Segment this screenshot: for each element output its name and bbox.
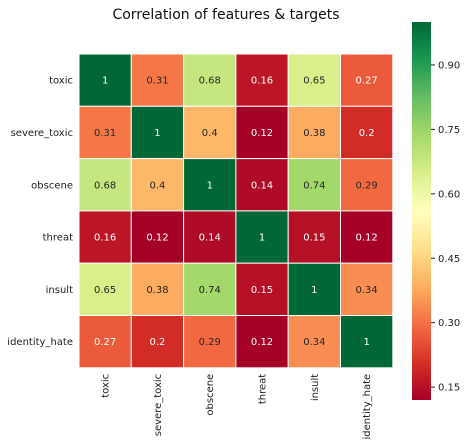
cell-obscene-threat: [235, 158, 289, 212]
cell-value-insult-toxic: 0.65: [94, 285, 116, 296]
cell-threat-severe_toxic: [130, 210, 185, 264]
row-label-threat: threat: [43, 233, 73, 244]
cell-threat-insult: [287, 210, 342, 264]
column-labels: toxic severe_toxic obscene threat insult iden…: [101, 374, 373, 440]
cell-toxic-toxic: [78, 53, 132, 107]
cell-value-insult-threat: 0.15: [251, 285, 273, 296]
cell-value-toxic-severe_toxic: 0.31: [146, 76, 168, 87]
cell-severe_toxic-threat: [235, 105, 289, 160]
cell-value-obscene-severe_toxic: 0.4: [149, 180, 165, 191]
cell-value-toxic-obscene: 0.68: [199, 76, 221, 87]
cell-obscene-insult: [287, 158, 342, 212]
cell-threat-threat: [235, 210, 289, 264]
colorbar-tick-label-2: 0.45: [438, 254, 460, 265]
cell-insult-insult: [287, 262, 342, 317]
row-label-identity_hate: identity_hate: [7, 337, 73, 348]
cell-toxic-obscene: [183, 53, 237, 107]
cell-value-identity_hate-toxic: 0.27: [94, 337, 116, 348]
cell-value-severe_toxic-obscene: 0.4: [202, 128, 218, 139]
cell-value-obscene-insult: 0.74: [303, 180, 325, 191]
cell-toxic-severe_toxic: [130, 53, 185, 107]
cell-value-obscene-threat: 0.14: [251, 180, 273, 191]
row-label-toxic: toxic: [49, 76, 73, 87]
cell-insult-toxic: [78, 262, 132, 317]
cell-threat-identity_hate: [340, 210, 394, 264]
cell-identity_hate-toxic: [78, 315, 132, 369]
cell-value-threat-identity_hate: 0.12: [356, 233, 378, 244]
heatmap-cells: 1 0.31 0.68 0.16 0.65 0.27 0.31 1 0.4 0.12 0.38 0.2…: [78, 53, 394, 369]
cell-threat-toxic: [78, 210, 132, 264]
cell-insult-obscene: [183, 262, 237, 317]
cell-value-insult-insult: 1: [311, 285, 317, 296]
column-label-toxic: toxic: [101, 374, 112, 398]
cell-value-toxic-insult: 0.65: [303, 76, 325, 87]
column-label-identity_hate: identity_hate: [362, 374, 373, 440]
cell-insult-identity_hate: [340, 262, 394, 317]
cell-value-insult-severe_toxic: 0.38: [146, 285, 168, 296]
column-label-threat: threat: [258, 374, 269, 404]
cell-severe_toxic-identity_hate: [340, 105, 394, 160]
cell-value-insult-obscene: 0.74: [199, 285, 221, 296]
cell-value-threat-toxic: 0.16: [94, 233, 116, 244]
cell-obscene-identity_hate: [340, 158, 394, 212]
column-label-severe_toxic: severe_toxic: [153, 374, 164, 436]
cell-value-severe_toxic-insult: 0.38: [303, 128, 325, 139]
cell-value-obscene-obscene: 1: [207, 180, 213, 191]
cell-value-identity_hate-threat: 0.12: [251, 337, 273, 348]
colorbar-tick-label-5: 0.90: [438, 60, 460, 71]
cell-value-identity_hate-identity_hate: 1: [363, 337, 369, 348]
chart-title: Correlation of features & targets: [112, 7, 339, 23]
cell-obscene-severe_toxic: [130, 158, 185, 212]
colorbar: [412, 22, 431, 400]
cell-identity_hate-identity_hate: [340, 315, 394, 369]
cell-severe_toxic-severe_toxic: [130, 105, 185, 160]
cell-value-threat-obscene: 0.14: [199, 233, 221, 244]
cell-value-toxic-toxic: 1: [102, 76, 108, 87]
row-label-insult: insult: [46, 285, 73, 296]
cell-value-identity_hate-insult: 0.34: [303, 337, 325, 348]
cell-value-severe_toxic-threat: 0.12: [251, 128, 273, 139]
cell-value-severe_toxic-toxic: 0.31: [94, 128, 116, 139]
cell-identity_hate-insult: [287, 315, 342, 369]
colorbar-tick-label-4: 0.75: [438, 125, 460, 136]
cell-value-identity_hate-obscene: 0.29: [199, 337, 221, 348]
column-label-insult: insult: [310, 374, 321, 401]
cell-value-threat-insult: 0.15: [303, 233, 325, 244]
cell-value-insult-identity_hate: 0.34: [356, 285, 378, 296]
cell-identity_hate-threat: [235, 315, 289, 369]
colorbar-tick-label-0: 0.15: [438, 383, 460, 394]
colorbar-tick-label-3: 0.60: [438, 189, 460, 200]
cell-value-severe_toxic-identity_hate: 0.2: [359, 128, 375, 139]
cell-threat-obscene: [183, 210, 237, 264]
cell-toxic-identity_hate: [340, 53, 394, 107]
cell-value-obscene-toxic: 0.68: [94, 180, 116, 191]
colorbar-tick-label-1: 0.30: [438, 318, 460, 329]
row-label-obscene: obscene: [31, 180, 73, 191]
cell-value-obscene-identity_hate: 0.29: [356, 180, 378, 191]
row-label-severe_toxic: severe_toxic: [11, 128, 73, 139]
cell-insult-threat: [235, 262, 289, 317]
colorbar-ticks: 0.15 0.30 0.45 0.60 0.75 0.90: [431, 60, 460, 394]
cell-value-threat-threat: 1: [259, 233, 265, 244]
cell-value-identity_hate-severe_toxic: 0.2: [149, 337, 165, 348]
cell-value-severe_toxic-severe_toxic: 1: [154, 128, 160, 139]
cell-value-threat-severe_toxic: 0.12: [146, 233, 168, 244]
cell-value-toxic-threat: 0.16: [251, 76, 273, 87]
cell-value-toxic-identity_hate: 0.27: [356, 76, 378, 87]
column-label-obscene: obscene: [205, 374, 216, 416]
